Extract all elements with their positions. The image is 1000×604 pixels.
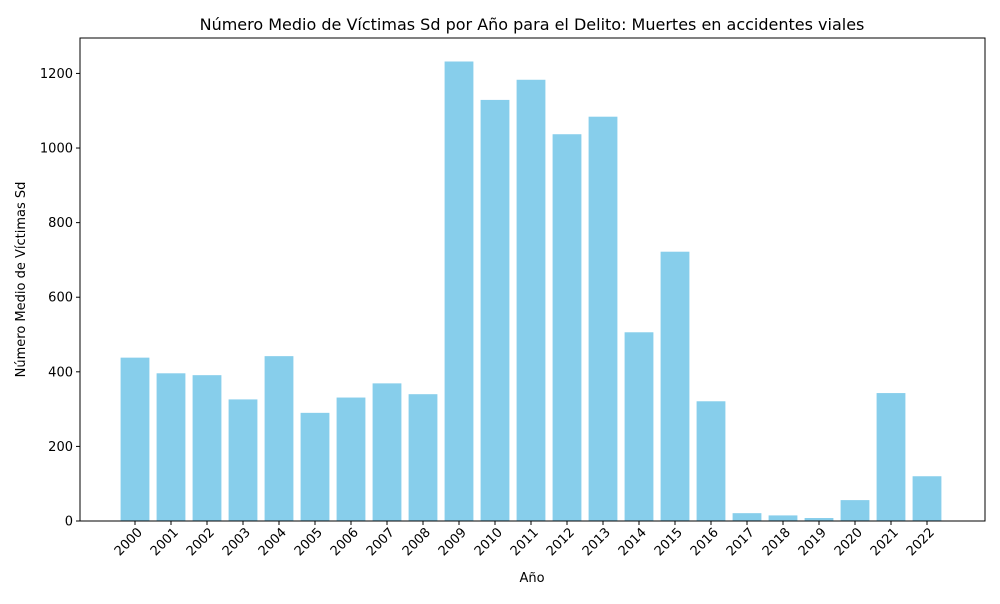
bar-2017 — [732, 513, 762, 521]
bars-group — [120, 61, 942, 522]
bar-2009 — [444, 61, 474, 521]
bar-2021 — [876, 393, 906, 521]
y-tick-label: 400 — [48, 365, 73, 380]
bar-2004 — [264, 356, 294, 521]
bar-2006 — [336, 397, 366, 521]
bar-2003 — [228, 399, 258, 521]
y-axis-label: Número Medio de Víctimas Sd — [14, 182, 29, 378]
bar-2016 — [696, 401, 726, 521]
bar-2007 — [372, 383, 402, 521]
bar-2020 — [840, 500, 870, 521]
y-tick-label: 800 — [48, 216, 73, 231]
y-tick-label: 200 — [48, 440, 73, 455]
bar-2022 — [912, 476, 942, 521]
bar-2011 — [516, 79, 546, 522]
bar-2014 — [624, 332, 654, 521]
y-tick-label: 1200 — [40, 67, 73, 82]
bar-2010 — [480, 99, 510, 521]
y-axis: 0 200 400 600 800 1000 1200 — [40, 67, 80, 530]
bar-2001 — [156, 373, 186, 521]
bar-2013 — [588, 116, 618, 521]
bar-2000 — [120, 357, 150, 521]
x-axis-label: Año — [519, 571, 544, 586]
bar-2012 — [552, 134, 582, 522]
bar-2019 — [804, 518, 834, 521]
bar-2005 — [300, 412, 330, 521]
bar-2002 — [192, 375, 222, 521]
y-tick-label: 600 — [48, 291, 73, 306]
y-tick-label: 0 — [65, 515, 73, 530]
y-tick-label: 1000 — [40, 142, 73, 157]
plot-frame — [79, 37, 986, 522]
chart-title: Número Medio de Víctimas Sd por Año para… — [200, 15, 865, 34]
bar-2018 — [768, 515, 798, 521]
bar-2015 — [660, 251, 690, 521]
bar-2008 — [408, 394, 438, 521]
